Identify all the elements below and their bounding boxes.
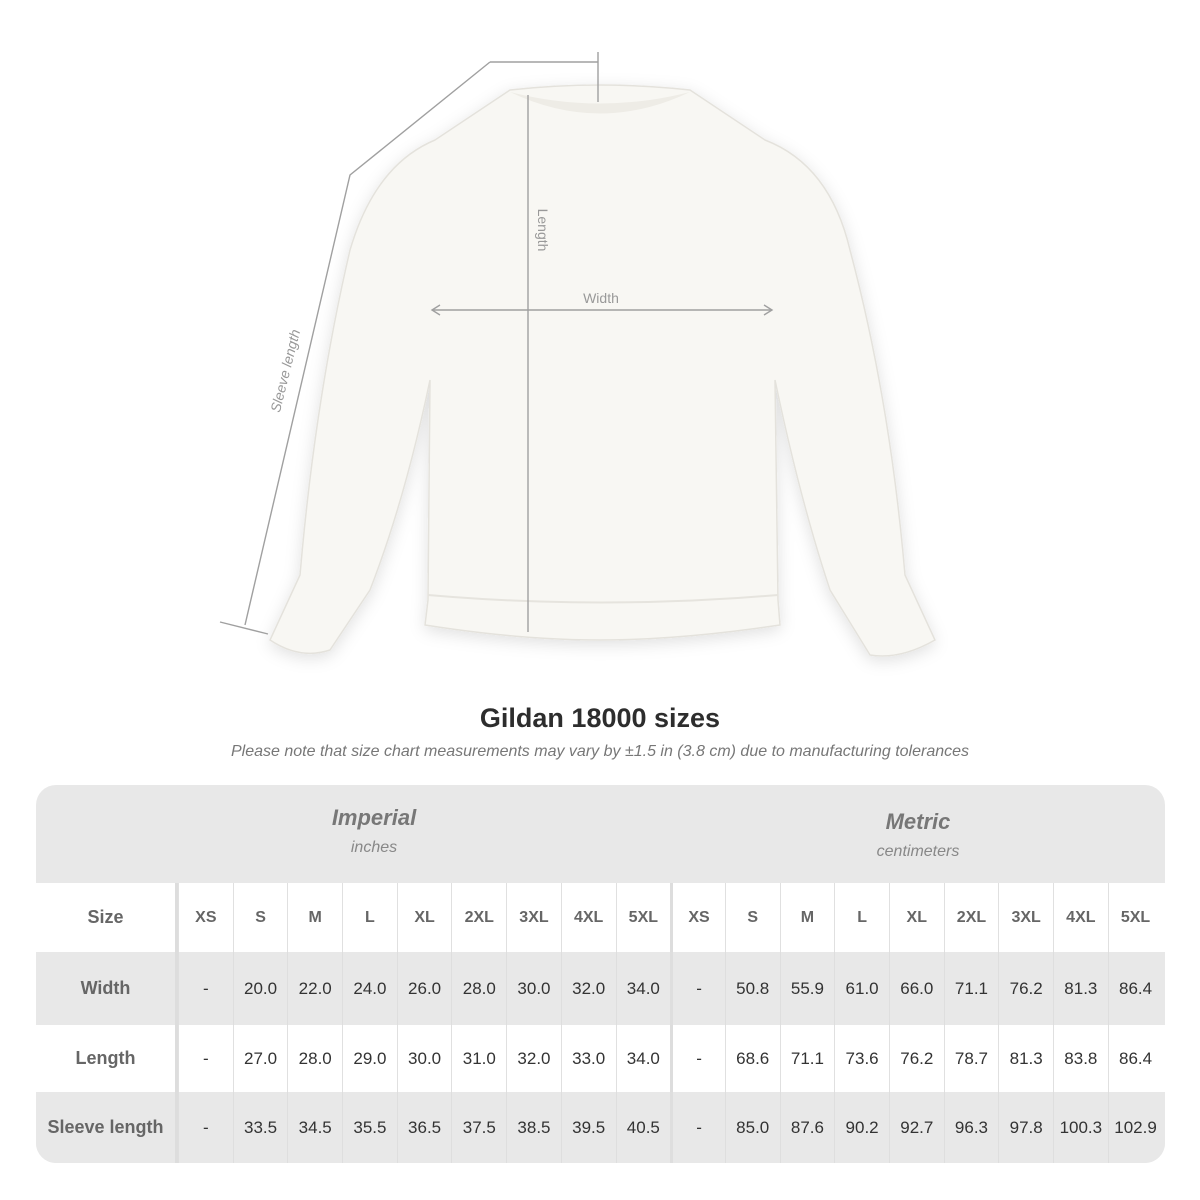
size-header-imperial: S (232, 883, 288, 952)
row-label: Size (36, 883, 178, 952)
cell-imperial: 38.5 (506, 1092, 561, 1163)
cell-imperial: 22.0 (287, 952, 342, 1025)
cell-imperial: 40.5 (615, 1092, 671, 1163)
sleeve-length-line (244, 61, 491, 626)
table-header: Imperial inches Metric centimeters (36, 785, 1165, 883)
size-header-imperial: 3XL (506, 883, 561, 952)
table-row: Length -27.0 28.0 29.0 30.0 31.0 32.0 33.0 34.0-… (36, 1025, 1165, 1092)
cell-metric: 90.2 (834, 1092, 889, 1163)
cell-imperial: 29.0 (342, 1025, 397, 1092)
imperial-title: Imperial (331, 805, 417, 830)
size-header-imperial: M (287, 883, 342, 952)
width-label: Width (583, 290, 619, 306)
cell-imperial: 34.5 (287, 1092, 342, 1163)
cell-imperial: 20.0 (232, 952, 288, 1025)
size-header-metric: L (834, 883, 889, 952)
cell-imperial: - (178, 1092, 233, 1163)
cell-metric: 86.4 (1107, 952, 1163, 1025)
cell-metric: - (670, 1092, 725, 1163)
cell-imperial: 39.5 (560, 1092, 616, 1163)
cell-imperial: 28.0 (451, 952, 506, 1025)
size-header-imperial: 4XL (560, 883, 616, 952)
cell-imperial: 27.0 (232, 1025, 288, 1092)
cell-metric: 86.4 (1107, 1025, 1163, 1092)
metric-unit: centimeters (876, 843, 960, 860)
metric-title: Metric (885, 809, 951, 834)
size-header-metric: 3XL (998, 883, 1053, 952)
cell-metric: 87.6 (779, 1092, 835, 1163)
size-header-row: Size XS S M L XL 2XL 3XL 4XL 5XL XS S M L XL 2XL 3XL 4XL 5… (36, 883, 1165, 952)
cell-imperial: 34.0 (615, 1025, 671, 1092)
cell-imperial: 33.0 (560, 1025, 616, 1092)
cell-metric: - (670, 1025, 725, 1092)
size-header-imperial: XL (396, 883, 452, 952)
cell-imperial: 37.5 (451, 1092, 506, 1163)
size-header-metric: 4XL (1053, 883, 1108, 952)
imperial-unit: inches (350, 839, 398, 856)
cell-imperial: 28.0 (287, 1025, 342, 1092)
sweatshirt-diagram: Width Length Sleeve length (219, 52, 936, 657)
table-row: Width -20.0 22.0 24.0 26.0 28.0 30.0 32.0 34.0-5… (36, 952, 1165, 1025)
size-header-imperial: XS (178, 883, 233, 952)
cell-imperial: 36.5 (396, 1092, 452, 1163)
row-label: Length (36, 1025, 178, 1092)
size-header-metric: XL (888, 883, 944, 952)
cell-metric: 83.8 (1053, 1025, 1108, 1092)
cell-imperial: 30.0 (396, 1025, 452, 1092)
cell-metric: 92.7 (888, 1092, 944, 1163)
metric-group: Metric centimeters (672, 809, 1164, 861)
size-header-imperial: 2XL (451, 883, 506, 952)
cell-metric: 66.0 (888, 952, 944, 1025)
imperial-group: Imperial inches (178, 805, 570, 857)
cell-metric: 85.0 (724, 1092, 780, 1163)
table-row: Sleeve length -33.5 34.5 35.5 36.5 37.5 38.5 39… (36, 1092, 1165, 1163)
row-label: Sleeve length (36, 1092, 178, 1163)
tolerance-note: Please note that size chart measurements… (230, 743, 970, 760)
cell-imperial: 32.0 (506, 1025, 561, 1092)
cell-metric: 78.7 (943, 1025, 999, 1092)
size-header-imperial: 5XL (615, 883, 671, 952)
cell-metric: 61.0 (834, 952, 889, 1025)
cell-imperial: 33.5 (232, 1092, 288, 1163)
size-header-metric: 2XL (943, 883, 999, 952)
cell-imperial: 31.0 (451, 1025, 506, 1092)
cell-imperial: 24.0 (342, 952, 397, 1025)
cell-metric: 100.3 (1053, 1092, 1108, 1163)
size-header-metric: XS (670, 883, 725, 952)
size-header-metric: S (724, 883, 780, 952)
cell-metric: 76.2 (998, 952, 1053, 1025)
sweatshirt-image (269, 84, 936, 657)
size-header-metric: 5XL (1107, 883, 1163, 952)
cell-metric: 50.8 (724, 952, 780, 1025)
cell-imperial: - (178, 952, 233, 1025)
row-label: Width (36, 952, 178, 1025)
cell-imperial: 35.5 (342, 1092, 397, 1163)
cell-metric: 76.2 (888, 1025, 944, 1092)
size-header-imperial: L (342, 883, 397, 952)
cell-metric: 102.9 (1107, 1092, 1163, 1163)
cell-imperial: 30.0 (506, 952, 561, 1025)
page-title: Gildan 18000 sizes (479, 703, 721, 733)
cell-metric: 71.1 (779, 1025, 835, 1092)
cell-metric: 96.3 (943, 1092, 999, 1163)
cell-imperial: 32.0 (560, 952, 616, 1025)
cell-metric: - (670, 952, 725, 1025)
length-label: Length (535, 209, 551, 252)
cell-metric: 55.9 (779, 952, 835, 1025)
cell-metric: 68.6 (724, 1025, 780, 1092)
cell-metric: 71.1 (943, 952, 999, 1025)
cell-imperial: - (178, 1025, 233, 1092)
cell-metric: 81.3 (1053, 952, 1108, 1025)
cell-imperial: 34.0 (615, 952, 671, 1025)
cell-imperial: 26.0 (396, 952, 452, 1025)
size-table: Imperial inches Metric centimeters Size X… (36, 785, 1165, 1163)
size-header-metric: M (779, 883, 835, 952)
cell-metric: 81.3 (998, 1025, 1053, 1092)
cell-metric: 73.6 (834, 1025, 889, 1092)
cell-metric: 97.8 (998, 1092, 1053, 1163)
